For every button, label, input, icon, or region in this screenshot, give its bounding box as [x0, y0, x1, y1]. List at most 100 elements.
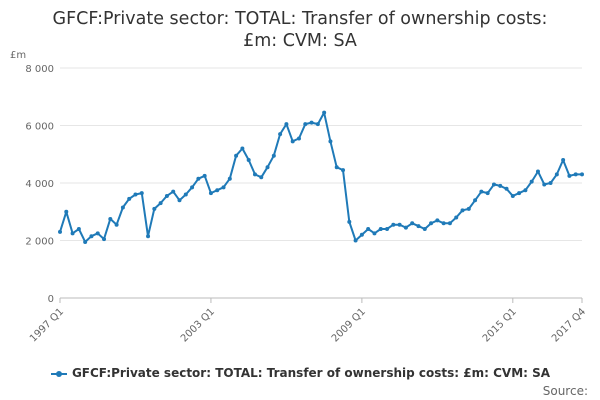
data-point — [296, 136, 301, 141]
x-tick-label: 2015 Q1 — [481, 306, 519, 344]
x-tick-label: 2017 Q4 — [550, 306, 588, 344]
data-point — [341, 168, 346, 173]
data-point — [265, 165, 270, 170]
data-point — [227, 176, 232, 181]
data-point — [70, 231, 75, 236]
y-tick-label: 8 000 — [25, 64, 54, 75]
data-point — [89, 234, 94, 239]
data-point — [498, 183, 503, 188]
data-point — [177, 198, 182, 203]
data-point — [441, 221, 446, 226]
data-point — [510, 193, 515, 198]
data-point — [517, 191, 522, 196]
data-point — [385, 227, 390, 231]
data-point — [372, 231, 377, 236]
x-tick-label: 1997 Q1 — [28, 306, 66, 344]
data-point — [391, 222, 396, 227]
data-point — [208, 191, 213, 196]
y-tick-label: 6 000 — [25, 122, 54, 133]
data-point — [460, 208, 465, 213]
data-point — [403, 225, 408, 230]
series-layer — [58, 110, 584, 244]
y-tick-labels: 0 2 000 4 000 6 000 8 000 — [25, 64, 54, 305]
data-point — [252, 172, 257, 177]
data-point — [221, 185, 226, 190]
data-point — [435, 218, 440, 223]
data-point — [284, 122, 289, 127]
data-point — [422, 227, 427, 231]
x-tick-label: 2003 Q1 — [179, 306, 217, 344]
data-point — [309, 120, 314, 125]
data-point — [429, 221, 434, 226]
data-point — [315, 122, 320, 127]
data-point — [303, 122, 308, 127]
data-point — [535, 169, 540, 174]
data-point — [196, 176, 201, 181]
data-point — [485, 191, 490, 196]
data-point — [240, 146, 245, 151]
data-point — [447, 221, 452, 226]
data-point — [190, 185, 195, 190]
source-label: Source: — [542, 384, 588, 398]
data-point — [139, 191, 144, 196]
data-point — [366, 227, 371, 231]
data-point — [152, 206, 157, 211]
data-point — [234, 153, 239, 158]
data-point — [504, 186, 509, 191]
legend[interactable]: GFCF:Private sector: TOTAL: Transfer of … — [0, 366, 600, 380]
data-point — [290, 139, 295, 144]
data-point — [378, 227, 383, 231]
y-axis-unit-label: £m — [10, 50, 27, 61]
data-point — [334, 165, 339, 170]
data-point — [347, 219, 352, 224]
chart-title-line2: £m: CVM: SA — [243, 31, 357, 51]
data-point — [454, 215, 459, 220]
data-point — [58, 229, 62, 234]
data-point — [410, 221, 415, 226]
data-point — [491, 182, 496, 187]
data-point — [479, 189, 484, 194]
data-point — [573, 172, 578, 177]
y-tick-label: 2 000 — [25, 237, 54, 248]
legend-line-marker-icon — [50, 370, 67, 377]
grid-lines — [60, 67, 582, 299]
data-point — [580, 172, 584, 177]
x-tick-labels: 1997 Q1 2003 Q1 2009 Q1 2015 Q1 2017 Q4 — [28, 298, 588, 344]
data-point — [127, 196, 132, 201]
data-point — [95, 231, 100, 236]
chart-title-line1: GFCF:Private sector: TOTAL: Transfer of … — [52, 9, 548, 29]
data-point — [202, 173, 207, 178]
data-point — [353, 238, 358, 243]
legend-series-label: GFCF:Private sector: TOTAL: Transfer of … — [71, 366, 551, 380]
data-point — [83, 239, 88, 244]
data-point — [271, 153, 276, 158]
data-point — [102, 237, 107, 242]
data-point — [567, 173, 572, 178]
data-point — [114, 222, 119, 227]
x-tick-label: 2009 Q1 — [330, 306, 368, 344]
data-point — [554, 172, 559, 177]
data-point — [523, 188, 528, 193]
data-point — [183, 192, 188, 197]
data-point — [278, 132, 283, 137]
y-tick-label: 0 — [48, 294, 54, 305]
data-point — [76, 227, 81, 231]
data-point — [108, 216, 113, 221]
data-point — [215, 188, 220, 193]
data-point — [322, 110, 327, 115]
data-point — [133, 192, 138, 197]
data-point — [259, 175, 264, 180]
data-point — [328, 139, 333, 144]
data-point — [246, 158, 251, 162]
data-point — [158, 201, 163, 206]
data-point — [359, 232, 364, 237]
data-point — [416, 224, 421, 229]
data-point — [164, 193, 169, 198]
data-point — [548, 181, 553, 185]
data-point — [120, 205, 125, 210]
data-point — [64, 209, 69, 214]
data-point — [466, 206, 471, 211]
data-point — [561, 158, 566, 162]
data-point — [529, 179, 534, 184]
